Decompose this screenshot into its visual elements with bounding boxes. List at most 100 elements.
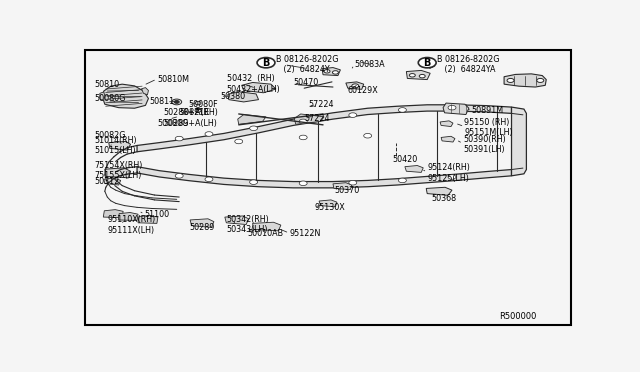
Circle shape (235, 139, 243, 144)
Polygon shape (225, 216, 249, 225)
Text: 50891M: 50891M (472, 106, 504, 115)
Polygon shape (138, 215, 158, 223)
Polygon shape (406, 70, 430, 80)
Text: 95150 (RH)
95151M(LH): 95150 (RH) 95151M(LH) (465, 118, 513, 137)
Polygon shape (405, 166, 423, 172)
Polygon shape (141, 87, 148, 95)
Circle shape (196, 108, 200, 110)
Polygon shape (109, 141, 131, 150)
Polygon shape (346, 82, 364, 89)
Text: 51014(RH)
51015(LH): 51014(RH) 51015(LH) (94, 136, 136, 155)
Text: 50080F: 50080F (188, 100, 218, 109)
Polygon shape (137, 167, 511, 188)
Polygon shape (440, 121, 453, 126)
Text: 50010AB: 50010AB (248, 229, 284, 238)
Circle shape (300, 181, 307, 186)
Polygon shape (294, 114, 324, 124)
Circle shape (364, 134, 372, 138)
Text: 95110X(RH)
95111X(LH): 95110X(RH) 95111X(LH) (108, 215, 156, 235)
Text: B 08126-8202G
   (2)  64824YA: B 08126-8202G (2) 64824YA (437, 55, 500, 74)
Circle shape (195, 109, 201, 112)
Text: 50432  (RH)
50432+A(LH): 50432 (RH) 50432+A(LH) (227, 74, 280, 94)
Text: 50821E: 50821E (179, 108, 209, 117)
Text: 50289: 50289 (189, 224, 214, 232)
Circle shape (448, 105, 456, 110)
Text: 50390(RH)
50391(LH): 50390(RH) 50391(LH) (463, 135, 506, 154)
Polygon shape (253, 222, 281, 231)
Circle shape (205, 132, 213, 136)
Circle shape (324, 70, 330, 73)
Circle shape (332, 71, 339, 74)
Polygon shape (511, 107, 527, 176)
FancyBboxPatch shape (85, 50, 571, 326)
Circle shape (352, 84, 359, 88)
Text: 57224: 57224 (308, 100, 333, 109)
Polygon shape (137, 105, 511, 152)
Polygon shape (322, 68, 340, 76)
Text: 50370: 50370 (334, 186, 359, 195)
Text: 50368: 50368 (431, 194, 456, 203)
Circle shape (174, 100, 179, 103)
Text: 51100: 51100 (145, 210, 170, 219)
Text: 57224: 57224 (304, 114, 330, 123)
Circle shape (257, 58, 275, 68)
Text: 50380: 50380 (220, 92, 246, 101)
Polygon shape (333, 183, 352, 190)
Circle shape (300, 135, 307, 140)
Text: 50288+A(RH)
50289+A(LH): 50288+A(RH) 50289+A(LH) (163, 108, 218, 128)
Text: 50080G: 50080G (157, 119, 188, 128)
Circle shape (205, 177, 213, 182)
Polygon shape (102, 84, 148, 108)
Text: 60129X: 60129X (348, 86, 379, 95)
Circle shape (410, 74, 415, 77)
Text: B: B (424, 58, 431, 68)
Text: 75154X(RH)
75155X(LH): 75154X(RH) 75155X(LH) (94, 161, 142, 180)
Polygon shape (443, 103, 469, 115)
Circle shape (419, 74, 425, 78)
Text: B 08126-8202G
   (2)  64824Y: B 08126-8202G (2) 64824Y (276, 55, 339, 74)
Text: 50470: 50470 (293, 78, 319, 87)
Circle shape (537, 78, 544, 83)
Polygon shape (228, 92, 259, 102)
Text: B: B (262, 58, 269, 68)
Text: 50082G: 50082G (94, 131, 125, 140)
Text: 50810: 50810 (94, 80, 119, 89)
Text: 95130X: 95130X (314, 203, 345, 212)
Polygon shape (190, 219, 214, 227)
Polygon shape (441, 136, 455, 142)
Text: 50080G: 50080G (94, 94, 125, 103)
Text: 50810M: 50810M (157, 74, 189, 83)
Polygon shape (237, 115, 266, 124)
Polygon shape (504, 74, 547, 87)
Text: 50083A: 50083A (355, 60, 385, 69)
Circle shape (175, 173, 183, 178)
Circle shape (448, 175, 456, 179)
Polygon shape (242, 83, 276, 93)
Circle shape (349, 113, 356, 118)
Circle shape (250, 180, 257, 185)
Polygon shape (104, 178, 121, 185)
Polygon shape (319, 200, 337, 207)
Text: 50811: 50811 (150, 97, 175, 106)
Circle shape (195, 101, 201, 105)
Text: 50312: 50312 (94, 177, 119, 186)
Circle shape (172, 99, 182, 105)
Polygon shape (118, 212, 138, 221)
Text: R500000: R500000 (499, 312, 536, 321)
Text: 95124(RH)
95125(LH): 95124(RH) 95125(LH) (428, 163, 470, 183)
Text: 50342(RH)
50343(LH): 50342(RH) 50343(LH) (227, 215, 269, 234)
Circle shape (399, 178, 406, 183)
Circle shape (300, 119, 307, 124)
Polygon shape (426, 187, 452, 195)
Circle shape (250, 126, 257, 131)
Polygon shape (105, 168, 131, 178)
Circle shape (507, 78, 514, 83)
Polygon shape (103, 210, 123, 218)
Polygon shape (100, 92, 105, 100)
Text: 95122N: 95122N (289, 229, 321, 238)
Circle shape (399, 108, 406, 112)
Circle shape (419, 58, 436, 68)
Circle shape (175, 136, 183, 141)
Text: 50420: 50420 (392, 155, 418, 164)
Circle shape (349, 180, 356, 185)
